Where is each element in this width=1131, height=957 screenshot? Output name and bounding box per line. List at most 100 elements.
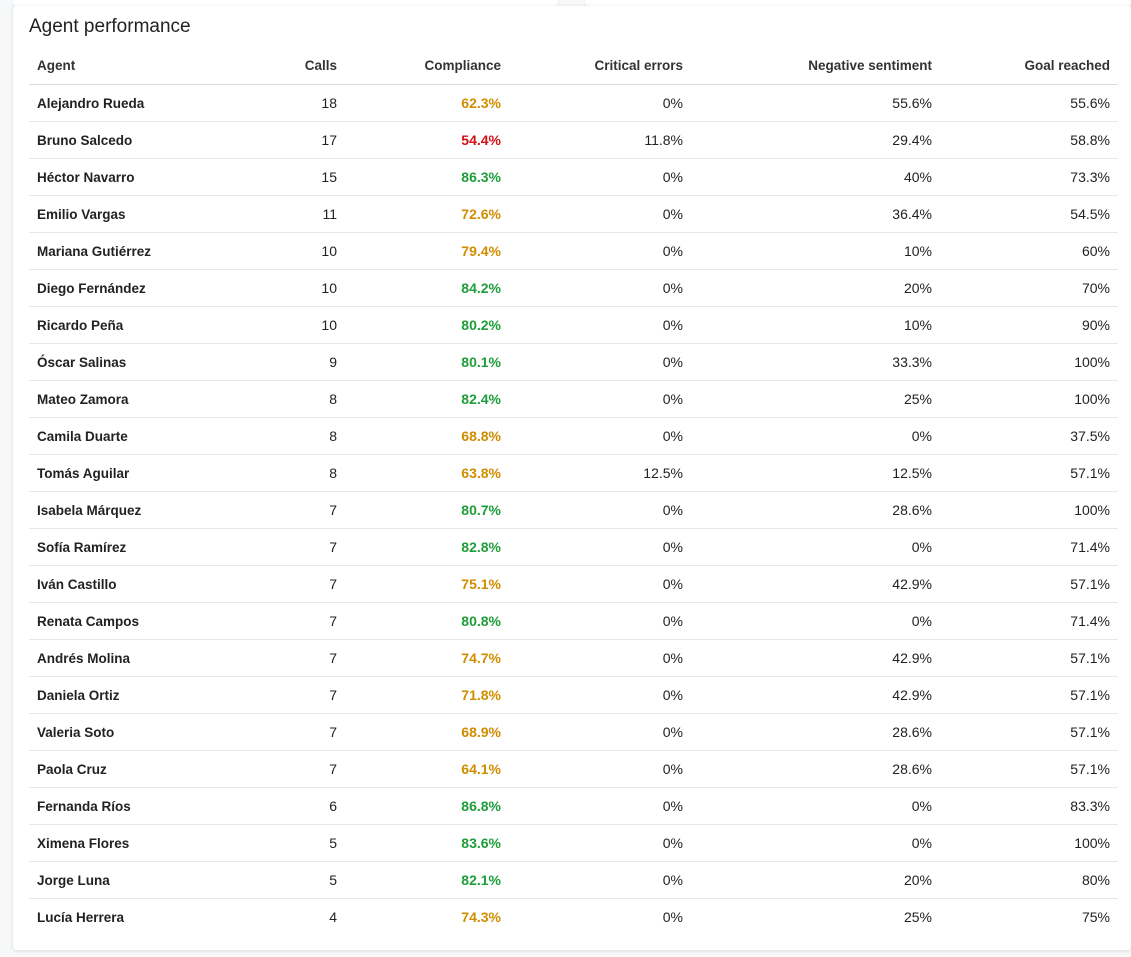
- cell-compliance: 64.1%: [345, 750, 509, 788]
- column-header-calls[interactable]: Calls: [259, 46, 345, 85]
- cell-compliance: 80.1%: [345, 343, 509, 381]
- cell-calls: 10: [259, 306, 345, 344]
- cell-compliance: 86.8%: [345, 787, 509, 825]
- table-row[interactable]: Bruno Salcedo 17 54.4% 11.8% 29.4% 58.8%: [29, 121, 1118, 159]
- cell-compliance: 75.1%: [345, 565, 509, 603]
- cell-calls: 11: [259, 195, 345, 233]
- table-row[interactable]: Isabela Márquez 7 80.7% 0% 28.6% 100%: [29, 491, 1118, 529]
- table-row[interactable]: Mateo Zamora 8 82.4% 0% 25% 100%: [29, 380, 1118, 418]
- cell-negative-sentiment: 25%: [903, 909, 932, 925]
- cell-calls: 6: [259, 787, 345, 825]
- cell-critical-errors: 0%: [509, 269, 691, 307]
- cell-agent: Héctor Navarro: [29, 158, 259, 196]
- cell-critical-errors: 0%: [509, 713, 691, 751]
- cell-critical-errors: 0%: [662, 909, 683, 925]
- cell-agent: Emilio Vargas: [29, 195, 259, 233]
- column-header-critical-errors[interactable]: Critical errors: [509, 46, 691, 85]
- cell-goal-reached: 57.1%: [940, 639, 1118, 677]
- table-row[interactable]: Daniela Ortiz 7 71.8% 0% 42.9% 57.1%: [29, 676, 1118, 714]
- cell-negative-sentiment: 12.5%: [691, 454, 940, 492]
- cell-negative-sentiment: 28.6%: [691, 750, 940, 788]
- cell-agent: Jorge Luna: [29, 861, 259, 899]
- cell-critical-errors: 0%: [509, 417, 691, 455]
- cell-goal-reached: 60%: [940, 232, 1118, 270]
- cell-critical-errors: 0%: [509, 639, 691, 677]
- cell-critical-errors: 0%: [509, 343, 691, 381]
- cell-goal-reached: 71.4%: [940, 602, 1118, 640]
- cell-agent: Renata Campos: [29, 602, 259, 640]
- table-row[interactable]: Emilio Vargas 11 72.6% 0% 36.4% 54.5%: [29, 195, 1118, 233]
- cell-agent: Iván Castillo: [29, 565, 259, 603]
- cell-calls: 10: [259, 269, 345, 307]
- agent-performance-table: Agent Calls Compliance Critical errors N…: [29, 46, 1118, 935]
- cell-agent: Paola Cruz: [29, 750, 259, 788]
- cell-goal-reached: 73.3%: [940, 158, 1118, 196]
- table-row[interactable]: Renata Campos 7 80.8% 0% 0% 71.4%: [29, 602, 1118, 640]
- cell-calls: 7: [259, 639, 345, 677]
- cell-negative-sentiment: 10%: [691, 306, 940, 344]
- cell-calls: 8: [259, 417, 345, 455]
- table-row[interactable]: Diego Fernández 10 84.2% 0% 20% 70%: [29, 269, 1118, 307]
- table-row[interactable]: Sofía Ramírez 7 82.8% 0% 0% 71.4%: [29, 528, 1118, 566]
- table-row[interactable]: Héctor Navarro 15 86.3% 0% 40% 73.3%: [29, 158, 1118, 196]
- agent-performance-card: Agent performance Agent Calls Compliance…: [13, 6, 1131, 950]
- cell-critical-errors: 0%: [509, 824, 691, 862]
- cell-agent: Fernanda Ríos: [29, 787, 259, 825]
- cell-critical-errors: 0%: [509, 750, 691, 788]
- cell-goal-reached: 80%: [940, 861, 1118, 899]
- cell-agent: Tomás Aguilar: [29, 454, 259, 492]
- table-row[interactable]: Jorge Luna 5 82.1% 0% 20% 80%: [29, 861, 1118, 899]
- cell-negative-sentiment: 29.4%: [691, 121, 940, 159]
- table-row[interactable]: Tomás Aguilar 8 63.8% 12.5% 12.5% 57.1%: [29, 454, 1118, 492]
- column-header-goal-reached[interactable]: Goal reached: [940, 46, 1118, 85]
- table-row[interactable]: Alejandro Rueda 18 62.3% 0% 55.6% 55.6%: [29, 84, 1118, 122]
- cell-negative-sentiment: 36.4%: [691, 195, 940, 233]
- cell-agent: Diego Fernández: [29, 269, 259, 307]
- cell-goal-reached: 100%: [940, 343, 1118, 381]
- column-header-negative-sentiment[interactable]: Negative sentiment: [691, 46, 940, 85]
- cell-negative-sentiment: 42.9%: [691, 565, 940, 603]
- cell-agent: Ximena Flores: [29, 824, 259, 862]
- table-row[interactable]: Lucía Herrera 4 74.3% 0% 25% 75%: [29, 899, 1118, 936]
- table-row[interactable]: Paola Cruz 7 64.1% 0% 28.6% 57.1%: [29, 750, 1118, 788]
- cell-goal-reached: 83.3%: [940, 787, 1118, 825]
- cell-critical-errors: 12.5%: [509, 454, 691, 492]
- cell-compliance: 74.3%: [461, 909, 501, 925]
- table-row[interactable]: Iván Castillo 7 75.1% 0% 42.9% 57.1%: [29, 565, 1118, 603]
- cell-agent: Camila Duarte: [29, 417, 259, 455]
- table-row[interactable]: Mariana Gutiérrez 10 79.4% 0% 10% 60%: [29, 232, 1118, 270]
- cell-critical-errors: 0%: [509, 676, 691, 714]
- cell-goal-reached: 55.6%: [940, 84, 1118, 122]
- table-row[interactable]: Valeria Soto 7 68.9% 0% 28.6% 57.1%: [29, 713, 1118, 751]
- cell-compliance: 71.8%: [345, 676, 509, 714]
- cell-negative-sentiment: 0%: [691, 824, 940, 862]
- cell-agent: Isabela Márquez: [29, 491, 259, 529]
- cell-goal-reached: 57.1%: [940, 565, 1118, 603]
- cell-agent: Bruno Salcedo: [29, 121, 259, 159]
- table-row[interactable]: Óscar Salinas 9 80.1% 0% 33.3% 100%: [29, 343, 1118, 381]
- cell-critical-errors: 0%: [509, 306, 691, 344]
- cell-critical-errors: 0%: [509, 84, 691, 122]
- table-row[interactable]: Andrés Molina 7 74.7% 0% 42.9% 57.1%: [29, 639, 1118, 677]
- cell-negative-sentiment: 25%: [691, 380, 940, 418]
- cell-negative-sentiment: 42.9%: [691, 639, 940, 677]
- cell-agent: Ricardo Peña: [29, 306, 259, 344]
- cell-calls: 15: [259, 158, 345, 196]
- cell-goal-reached: 57.1%: [940, 676, 1118, 714]
- cell-agent: Alejandro Rueda: [29, 84, 259, 122]
- cell-compliance: 80.2%: [345, 306, 509, 344]
- card-edge-right: [585, 0, 1131, 6]
- card-title: Agent performance: [29, 16, 191, 37]
- table-row[interactable]: Ricardo Peña 10 80.2% 0% 10% 90%: [29, 306, 1118, 344]
- column-header-agent[interactable]: Agent: [29, 46, 259, 85]
- table-row[interactable]: Ximena Flores 5 83.6% 0% 0% 100%: [29, 824, 1118, 862]
- cell-agent: Óscar Salinas: [29, 343, 259, 381]
- cell-goal-reached: 58.8%: [940, 121, 1118, 159]
- column-header-compliance[interactable]: Compliance: [345, 46, 509, 85]
- cell-compliance: 86.3%: [345, 158, 509, 196]
- cell-negative-sentiment: 0%: [691, 602, 940, 640]
- cell-calls: 7: [259, 713, 345, 751]
- table-row[interactable]: Fernanda Ríos 6 86.8% 0% 0% 83.3%: [29, 787, 1118, 825]
- cell-calls: 4: [329, 909, 337, 925]
- table-row[interactable]: Camila Duarte 8 68.8% 0% 0% 37.5%: [29, 417, 1118, 455]
